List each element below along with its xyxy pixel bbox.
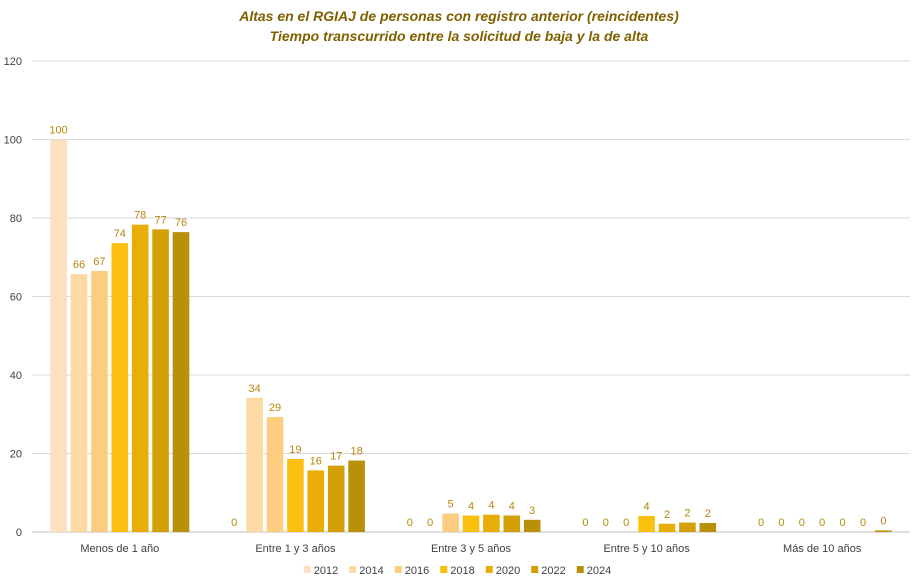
legend-swatch-2020 xyxy=(485,566,493,573)
data-label: 0 xyxy=(860,517,866,529)
legend-label: 2022 xyxy=(541,565,565,577)
chart-title-line-2: Tiempo transcurrido entre la solicitud d… xyxy=(270,28,649,44)
data-label: 0 xyxy=(758,517,764,529)
data-label: 0 xyxy=(799,517,805,529)
data-label: 0 xyxy=(407,517,413,529)
legend-label: 2018 xyxy=(450,565,474,577)
data-label: 0 xyxy=(603,517,609,529)
data-label: 2 xyxy=(705,508,711,520)
data-label: 19 xyxy=(289,444,301,456)
data-label: 3 xyxy=(529,505,535,517)
legend-label: 2012 xyxy=(314,565,338,577)
legend-label: 2020 xyxy=(496,565,520,577)
legend-label: 2014 xyxy=(359,565,383,577)
y-tick-label: 40 xyxy=(10,370,22,382)
data-label: 4 xyxy=(644,501,650,513)
bar-2020 xyxy=(131,224,149,533)
y-tick-label: 100 xyxy=(4,135,22,147)
data-label: 74 xyxy=(114,228,126,240)
bar-2022 xyxy=(503,515,521,532)
data-label: 78 xyxy=(134,210,146,222)
bar-2024 xyxy=(172,232,190,532)
y-tick-label: 60 xyxy=(10,292,22,304)
bar-2014 xyxy=(246,397,263,532)
chart-title-line-1: Altas en el RGIAJ de personas con regist… xyxy=(238,8,679,24)
data-label: 4 xyxy=(468,501,474,513)
bar-2016 xyxy=(442,513,459,532)
bar-2024 xyxy=(523,519,541,532)
x-category-label: Más de 10 años xyxy=(783,543,862,555)
data-label: 0 xyxy=(427,517,433,529)
x-category-label: Menos de 1 año xyxy=(80,543,159,555)
data-label: 0 xyxy=(840,517,846,529)
bar-2016 xyxy=(266,417,284,532)
y-tick-label: 20 xyxy=(10,449,22,461)
data-label: 0 xyxy=(623,517,629,529)
y-tick-label: 120 xyxy=(4,56,22,68)
data-label: 0 xyxy=(231,517,237,529)
legend-swatch-2024 xyxy=(576,566,584,573)
data-label: 0 xyxy=(778,517,784,529)
bar-2020 xyxy=(658,523,676,532)
bar-2020 xyxy=(483,514,500,532)
bars xyxy=(50,139,892,533)
data-label: 29 xyxy=(269,402,281,414)
legend: 2012 2014 2016 2018 2020 2022 2024 xyxy=(303,565,611,577)
data-labels: 100 66 67 74 78 77 76 0 34 29 19 16 17 18 0 0 5 4 4 4 3 0 0 0 4 2… xyxy=(49,125,886,530)
legend-swatch-2022 xyxy=(531,566,539,573)
data-label: 67 xyxy=(93,256,105,268)
bar-2018 xyxy=(287,459,304,532)
x-category-label: Entre 5 y 10 años xyxy=(603,543,690,555)
data-label: 16 xyxy=(310,455,322,467)
y-axis-ticks: 0 20 40 60 80 100 120 xyxy=(4,56,22,539)
category-labels: Menos de 1 año Entre 1 y 3 años Entre 3 y … xyxy=(80,543,861,555)
y-tick-label: 80 xyxy=(10,213,22,225)
data-label: 18 xyxy=(350,446,362,458)
bar-2018 xyxy=(462,515,480,532)
bar-2018 xyxy=(111,243,129,532)
data-label: 66 xyxy=(73,259,85,271)
data-label: 76 xyxy=(175,217,187,229)
bar-2012 xyxy=(50,139,67,532)
bar-2022 xyxy=(679,522,696,532)
legend-swatch-2012 xyxy=(303,566,311,573)
data-label: 2 xyxy=(684,508,690,520)
bar-2022 xyxy=(152,229,169,532)
data-label: 0 xyxy=(880,515,886,527)
x-category-label: Entre 3 y 5 años xyxy=(431,543,512,555)
bar-2016 xyxy=(91,270,108,532)
data-label: 77 xyxy=(154,214,166,226)
y-tick-label: 0 xyxy=(16,527,22,539)
data-label: 4 xyxy=(509,501,515,513)
legend-label: 2024 xyxy=(587,565,611,577)
legend-swatch-2014 xyxy=(349,566,357,573)
legend-label: 2016 xyxy=(405,565,429,577)
data-label: 17 xyxy=(330,451,342,463)
bar-2014 xyxy=(70,274,88,532)
legend-swatch-2018 xyxy=(440,566,448,573)
data-label: 34 xyxy=(248,383,260,395)
bar-2024 xyxy=(699,522,717,532)
bar-2020 xyxy=(307,470,325,532)
x-category-label: Entre 1 y 3 años xyxy=(255,543,336,555)
data-label: 4 xyxy=(488,500,494,512)
bar-2022 xyxy=(327,465,345,532)
data-label: 0 xyxy=(819,517,825,529)
bar-2024 xyxy=(875,530,892,532)
legend-swatch-2016 xyxy=(394,566,402,573)
data-label: 0 xyxy=(582,517,588,529)
data-label: 2 xyxy=(664,509,670,521)
data-label: 100 xyxy=(49,125,67,137)
bar-2018 xyxy=(638,515,655,532)
data-label: 5 xyxy=(448,499,454,511)
bar-2024 xyxy=(348,460,365,532)
